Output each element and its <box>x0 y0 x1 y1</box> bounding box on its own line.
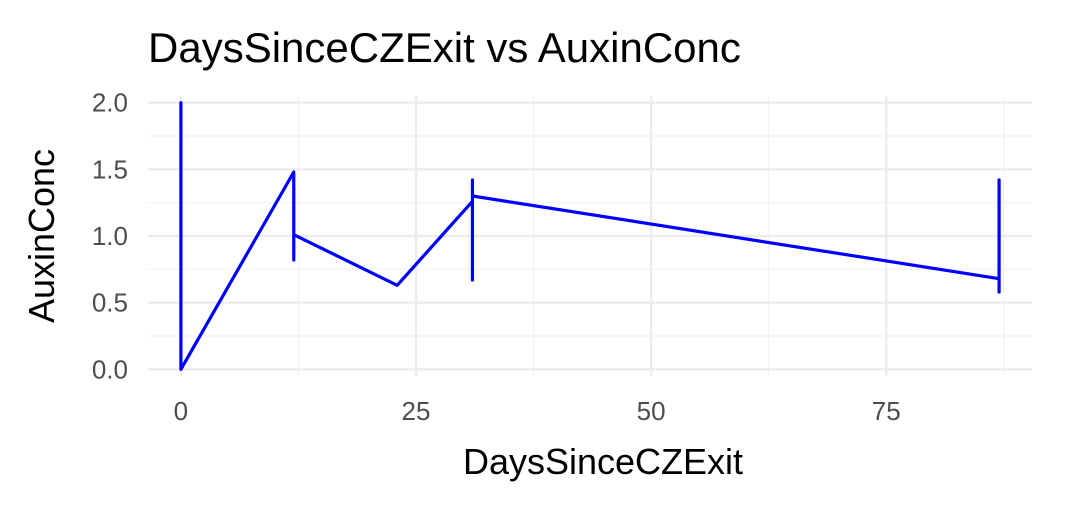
x-tick-label: 50 <box>637 396 666 426</box>
x-tick-label: 0 <box>174 396 188 426</box>
x-axis-tick-labels: 0 25 50 75 <box>174 396 901 426</box>
y-tick-label: 1.0 <box>92 221 128 251</box>
y-tick-label: 1.5 <box>92 154 128 184</box>
y-axis-tick-labels: 0.0 0.5 1.0 1.5 2.0 <box>92 88 128 385</box>
y-axis-title: AuxinConc <box>21 149 62 323</box>
x-axis-title: DaysSinceCZExit <box>463 441 743 482</box>
series-line <box>179 101 1001 371</box>
chart-title: DaysSinceCZExit vs AuxinConc <box>148 24 741 71</box>
y-tick-label: 0.0 <box>92 354 128 384</box>
y-tick-label: 0.5 <box>92 288 128 318</box>
series-layer <box>179 101 1001 371</box>
x-tick-label: 25 <box>402 396 431 426</box>
grid <box>148 96 1032 376</box>
y-tick-label: 2.0 <box>92 88 128 118</box>
x-tick-label: 75 <box>872 396 901 426</box>
